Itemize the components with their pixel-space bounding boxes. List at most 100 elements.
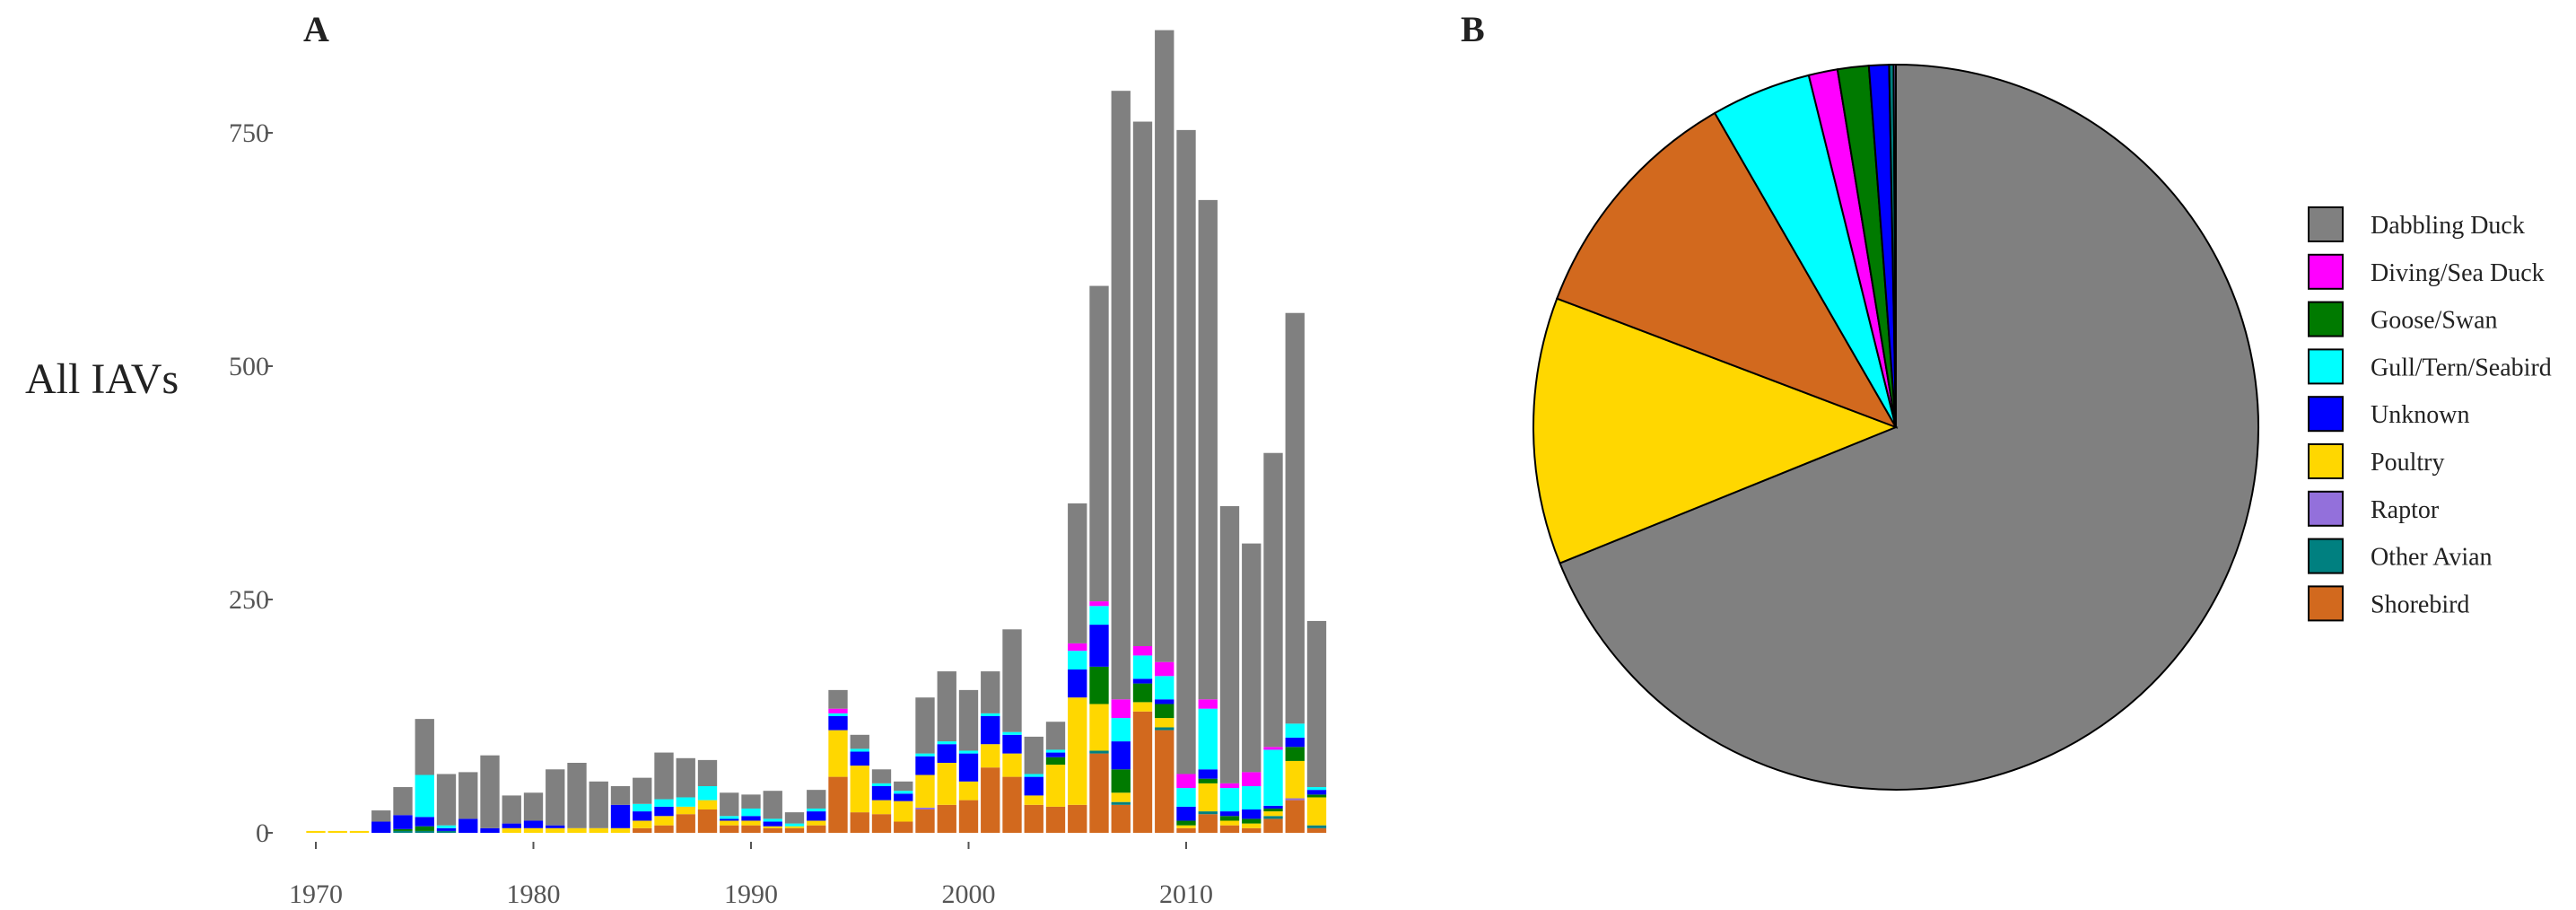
bar-segment (1285, 312, 1305, 724)
bar-segment (894, 791, 913, 794)
bar-segment (1263, 749, 1283, 806)
bar-segment (1089, 704, 1109, 751)
legend-swatch (2308, 443, 2344, 479)
legend-label: Goose/Swan (2371, 307, 2498, 335)
bar-segment (1219, 820, 1240, 826)
bar-segment (1002, 734, 1022, 754)
bar-segment (981, 713, 1000, 716)
bar-segment (741, 816, 761, 821)
bar-segment (894, 801, 913, 822)
bar-segment (697, 809, 718, 833)
bar-segment (633, 811, 652, 821)
bar-segment (1155, 661, 1174, 677)
legend-swatch (2308, 348, 2344, 385)
bar-segment (1155, 676, 1174, 700)
bar-segment (1285, 747, 1305, 761)
bar-segment (502, 827, 521, 833)
y-tick-label: 0 (256, 818, 269, 848)
bar-segment (1002, 629, 1022, 732)
bar-segment (1242, 823, 1262, 828)
bar-segment (415, 774, 434, 818)
bar-segment (458, 772, 478, 819)
legend-label: Other Avian (2371, 544, 2493, 572)
bar-segment (741, 794, 761, 809)
bar-segment (720, 816, 739, 819)
bar-segment (633, 803, 652, 812)
bar-segment (1002, 776, 1022, 833)
legend-label: Diving/Sea Duck (2371, 259, 2545, 287)
bar-segment (741, 808, 761, 817)
bar-segment (871, 786, 892, 801)
bar-segment (502, 823, 521, 828)
bar-segment (1285, 798, 1305, 801)
bar-segment (393, 830, 413, 833)
y-tick-label: 500 (229, 352, 269, 381)
bar-segment (720, 825, 739, 833)
pie-slice (1559, 63, 2259, 791)
bar-segment (1242, 809, 1262, 819)
bar-segment (807, 808, 826, 812)
bar-segment (807, 790, 826, 809)
bar-segment (1198, 699, 1218, 709)
bar-segment (567, 763, 587, 828)
legend-swatch (2308, 585, 2344, 622)
bar-segment (763, 818, 782, 822)
bar-segment (828, 776, 848, 833)
bar-segment (1089, 750, 1109, 754)
bar-segment (1176, 806, 1196, 821)
bar-segment (894, 781, 913, 792)
bar-segment (1263, 747, 1283, 750)
bar-segment (828, 713, 848, 716)
bar-segment (589, 781, 608, 828)
bar-segment (1176, 129, 1196, 774)
bar-segment (393, 787, 413, 816)
bar-segment (763, 791, 782, 819)
bar-segment (1263, 452, 1283, 748)
bar-segment (1306, 825, 1327, 828)
bar-segment (1111, 801, 1131, 805)
bar-segment (1089, 601, 1109, 607)
bar-segment (458, 818, 478, 833)
pie-slice (1533, 297, 1899, 564)
pie-chart (1533, 63, 2259, 791)
bar-segment (1111, 804, 1131, 833)
bar-segment (828, 708, 848, 713)
bar-segment (1155, 718, 1174, 728)
bar-segment (1068, 669, 1087, 698)
bar-segment (610, 786, 631, 805)
bar-segment (1024, 774, 1043, 777)
bar-segment (1176, 820, 1196, 826)
bar-segment (1176, 827, 1196, 833)
bar-segment (1111, 769, 1131, 793)
bar-segment (981, 767, 1000, 833)
bar-segment (654, 752, 674, 800)
bar-segment (741, 820, 761, 826)
bar-segment (958, 689, 979, 751)
bar-segment (1002, 731, 1022, 735)
bar-segment (697, 800, 718, 809)
bar-segment (1024, 795, 1043, 805)
bar-segment (1285, 737, 1305, 748)
bar-segment (1198, 199, 1218, 700)
bar-segment (981, 671, 1000, 713)
legend-swatch (2308, 538, 2344, 574)
bar-segment (1045, 749, 1066, 753)
bar-segment (1089, 285, 1109, 602)
bar-segment (676, 806, 695, 815)
bar-segment (981, 744, 1000, 768)
bar-segment (676, 757, 695, 798)
bar-segment (654, 806, 674, 817)
legend-label: Gull/Tern/Seabird (2371, 354, 2552, 381)
bar-segment (1111, 741, 1131, 770)
bar-segment (1219, 783, 1240, 789)
bar-segment (720, 818, 739, 821)
bar-segment (720, 820, 739, 826)
bar-segment (697, 786, 718, 801)
bar-segment (654, 816, 674, 826)
legend-label: Poultry (2371, 449, 2444, 477)
bar-segment (1045, 806, 1066, 833)
bar-segment (894, 793, 913, 801)
bar-segment (1306, 787, 1327, 791)
bar-segment (415, 719, 434, 775)
